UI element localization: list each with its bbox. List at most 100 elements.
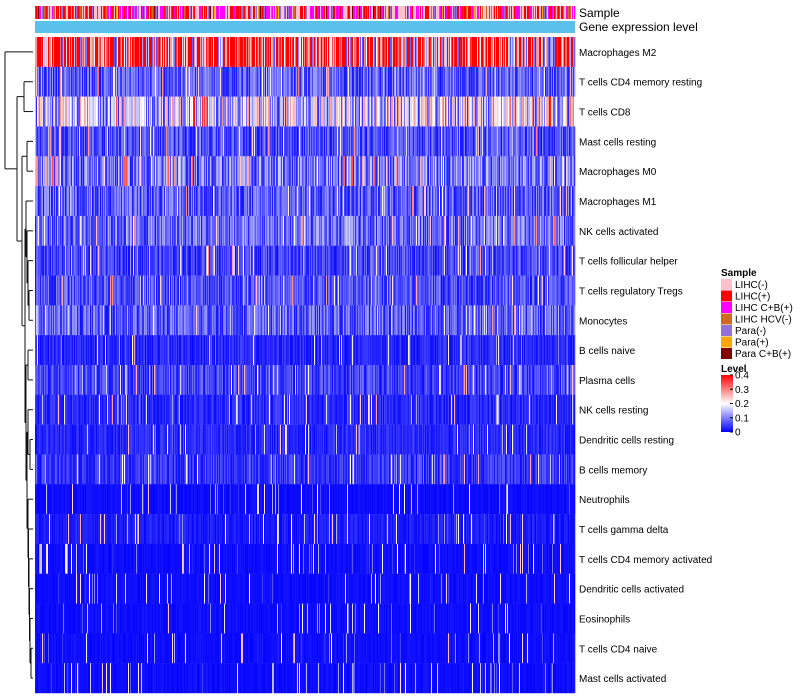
heatmap-cell	[243, 215, 245, 246]
heatmap-cell	[116, 156, 118, 187]
heatmap-cell	[387, 156, 389, 187]
heatmap-cell	[565, 126, 567, 157]
sample-annotation-cell	[53, 6, 55, 19]
heatmap-cell	[40, 66, 42, 97]
heatmap-cell	[130, 37, 132, 68]
sample-annotation-cell	[325, 6, 327, 19]
heatmap-cell	[125, 66, 127, 97]
heatmap-cell	[38, 126, 40, 157]
heatmap-cell	[400, 186, 402, 217]
heatmap-cell	[564, 215, 566, 246]
heatmap-cell	[294, 156, 296, 187]
heatmap-cell	[35, 275, 37, 306]
sample-annotation-cell	[237, 6, 239, 19]
heatmap-cell	[430, 66, 432, 97]
heatmap-cell	[257, 186, 259, 217]
heatmap-cell	[96, 66, 98, 97]
sample-annotation-cell	[451, 6, 453, 19]
heatmap-cell	[100, 186, 102, 217]
heatmap-cell	[150, 37, 152, 68]
sample-annotation-cell	[549, 6, 551, 19]
heatmap-cell	[246, 245, 248, 276]
heatmap-cell	[444, 156, 446, 187]
heatmap-cell	[511, 66, 513, 97]
heatmap-cell	[535, 245, 537, 276]
heatmap-cell	[482, 186, 484, 217]
sample-annotation-cell	[287, 6, 289, 19]
heatmap-cell	[237, 215, 239, 246]
sample-annotation-cell	[401, 6, 403, 19]
heatmap-cell	[70, 275, 72, 306]
heatmap-cell	[204, 215, 206, 246]
sample-annotation-cell	[369, 6, 371, 19]
heatmap-cell	[106, 96, 108, 127]
heatmap-cell	[46, 126, 48, 157]
heatmap-cell	[565, 37, 567, 68]
heatmap-cell	[393, 215, 395, 246]
heatmap-cell	[40, 186, 42, 217]
heatmap-cell	[573, 66, 575, 97]
heatmap-cell	[546, 126, 548, 157]
heatmap-cell	[473, 66, 475, 97]
heatmap-cell	[135, 245, 137, 276]
heatmap-cell	[489, 215, 491, 246]
heatmap-cell	[145, 126, 147, 157]
heatmap-cell	[542, 186, 544, 217]
heatmap-cell	[389, 66, 391, 97]
heatmap-cell	[307, 245, 309, 276]
heatmap-cell	[232, 215, 234, 246]
heatmap-cell	[75, 275, 77, 306]
heatmap-cell	[366, 245, 368, 276]
heatmap-cell	[347, 186, 349, 217]
heatmap-cell	[63, 245, 65, 276]
heatmap-cell	[324, 186, 326, 217]
heatmap-cell	[518, 66, 520, 97]
heatmap-cell	[244, 156, 246, 187]
heatmap-cell	[527, 245, 529, 276]
heatmap-cell	[147, 275, 149, 306]
heatmap-cell	[310, 215, 312, 246]
heatmap-cell	[185, 156, 187, 187]
heatmap-cell	[366, 126, 368, 157]
heatmap-cell	[159, 126, 161, 157]
heatmap-cell	[449, 186, 451, 217]
heatmap-cell	[491, 186, 493, 217]
heatmap-cell	[89, 156, 91, 187]
heatmap-cell	[454, 126, 456, 157]
heatmap-cell	[120, 215, 122, 246]
heatmap-cell	[95, 215, 97, 246]
heatmap-cell	[488, 186, 490, 217]
heatmap-cell	[155, 66, 157, 97]
heatmap-cell	[552, 156, 554, 187]
heatmap-cell	[143, 96, 145, 127]
heatmap-cell	[545, 96, 547, 127]
heatmap-cell	[473, 156, 475, 187]
heatmap-cell	[469, 37, 471, 68]
heatmap-cell	[491, 66, 493, 97]
heatmap-cell	[204, 245, 206, 276]
heatmap-cell	[306, 66, 308, 97]
heatmap-cell	[278, 96, 280, 127]
heatmap-cell	[438, 96, 440, 127]
heatmap-cell	[300, 96, 302, 127]
heatmap-cell	[94, 186, 96, 217]
heatmap-cell	[326, 215, 328, 246]
heatmap-cell	[476, 156, 478, 187]
heatmap-cell	[166, 126, 168, 157]
heatmap-cell	[345, 156, 347, 187]
heatmap-cell	[427, 37, 429, 68]
heatmap-cell	[62, 37, 64, 68]
heatmap-cell	[316, 245, 318, 276]
heatmap-cell	[47, 275, 49, 306]
heatmap-cell	[108, 156, 110, 187]
sample-annotation-cell	[407, 6, 409, 19]
heatmap-cell	[494, 186, 496, 217]
heatmap-cell	[159, 96, 161, 127]
heatmap-cell	[543, 37, 545, 68]
heatmap-cell	[176, 186, 178, 217]
heatmap-cell	[326, 245, 328, 276]
heatmap-cell	[374, 215, 376, 246]
heatmap-cell	[557, 96, 559, 127]
heatmap-cell	[177, 37, 179, 68]
sample-annotation-cell	[443, 6, 445, 19]
